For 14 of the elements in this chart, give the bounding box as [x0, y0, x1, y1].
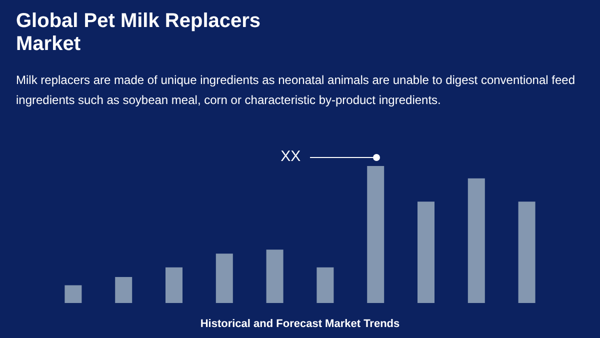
bar	[216, 254, 233, 303]
bar	[418, 202, 434, 303]
x-axis-title: Historical and Forecast Market Trends	[199, 318, 401, 330]
text: XX	[280, 148, 301, 165]
bar	[266, 250, 284, 303]
chart-title: Global Pet Milk Replacers Market	[16, 10, 262, 56]
bar	[367, 166, 384, 303]
bar	[468, 178, 485, 303]
bar	[316, 267, 334, 303]
chart-subtitle: Milk replacers are made of unique ingredients as neonatal animals are unable to digest conventional feed ingredients such as soybean meal, corn or characteristic by-product ingredients.	[16, 72, 576, 109]
bar	[166, 267, 182, 303]
bar	[64, 285, 82, 303]
bar	[115, 276, 132, 303]
bar	[518, 202, 536, 303]
